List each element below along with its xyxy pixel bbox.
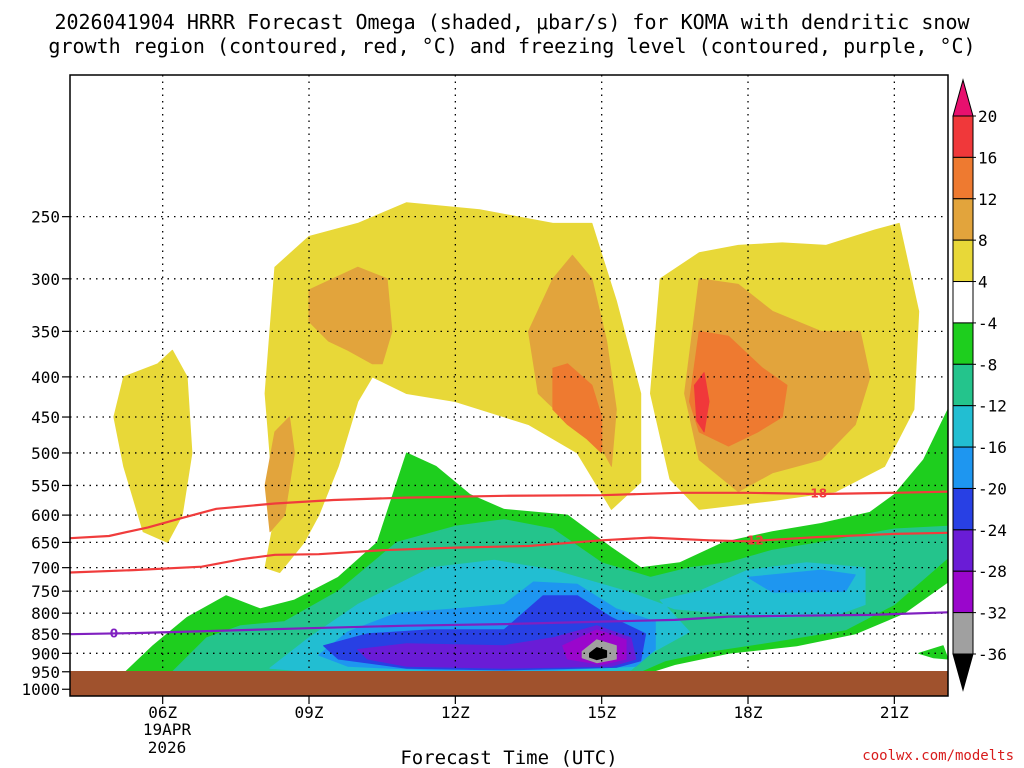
colorbar-label-6: -8 [978, 355, 997, 374]
chart-title-line1: 2026041904 HRRR Forecast Omega (shaded, … [54, 10, 970, 34]
omega-region-neg36-0 [589, 647, 608, 661]
credit-text: coolwx.com/modelts [862, 748, 1014, 764]
x-axis: 06Z 09Z 12Z 15Z 18Z 21Z [148, 696, 909, 722]
omega-shading [113, 202, 949, 680]
x-date-line2: 2026 [148, 738, 187, 757]
colorbar-label-4: 4 [978, 273, 988, 292]
colorbar-label-5: -4 [978, 314, 997, 333]
colorbar-label-1: 16 [978, 148, 997, 167]
omega-region-neg24-0 [357, 625, 637, 669]
colorbar: 20 16 12 8 4 -4 -8 -12 -16 -20 -24 -28 -32 -36 [952, 78, 1007, 692]
colorbar-box-6 [952, 363, 974, 407]
y-tick-label-400: 400 [31, 368, 60, 387]
colorbar-label-13: -36 [978, 645, 1007, 664]
freezing-level-line [69, 611, 949, 636]
colorbar-label-0: 20 [978, 107, 997, 126]
omega-region-8-1 [308, 266, 393, 365]
colorbar-box-11 [952, 570, 974, 614]
isotherm-minus12-line [69, 531, 949, 574]
temperature-contours: -18 -12 0 [69, 486, 949, 640]
colorbar-box-3 [952, 239, 974, 283]
plot-frame [69, 74, 949, 697]
colorbar-box-4 [952, 281, 974, 324]
y-tick-label-900: 900 [31, 644, 60, 663]
y-tick-label-450: 450 [31, 408, 60, 427]
colorbar-label-3: 8 [978, 231, 988, 250]
colorbar-box-12 [952, 612, 974, 655]
y-tick-label-950: 950 [31, 663, 60, 682]
label-zero: 0 [110, 626, 118, 640]
colorbar-box-9 [952, 487, 974, 531]
x-tick-label-15Z: 15Z [587, 703, 616, 722]
omega-region-16-0 [693, 372, 710, 433]
colorbar-label-9: -20 [978, 479, 1007, 498]
x-axis-title: Forecast Time (UTC) [400, 747, 617, 768]
colorbar-box-7 [952, 405, 974, 448]
colorbar-top-arrow [952, 78, 974, 117]
y-tick-label-350: 350 [31, 322, 60, 341]
label-minus18: -18 [805, 486, 827, 500]
omega-region-neg16-1 [747, 569, 856, 593]
y-tick-label-850: 850 [31, 625, 60, 644]
colorbar-label-10: -24 [978, 521, 1007, 540]
y-axis: 2503003504004505005506006507007508008509… [21, 208, 70, 699]
plot-area: -18 -12 0 [69, 74, 949, 697]
colorbar-label-8: -16 [978, 438, 1007, 457]
x-tick-label-18Z: 18Z [734, 703, 763, 722]
colorbar-box-1 [952, 156, 974, 200]
colorbar-label-7: -12 [978, 397, 1007, 416]
y-tick-label-700: 700 [31, 559, 60, 578]
colorbar-box-0 [952, 115, 974, 158]
colorbar-box-2 [952, 198, 974, 241]
colorbar-box-5 [952, 322, 974, 365]
y-tick-label-600: 600 [31, 506, 60, 525]
y-tick-label-650: 650 [31, 533, 60, 552]
x-tick-label-12Z: 12Z [441, 703, 470, 722]
y-tick-label-500: 500 [31, 444, 60, 463]
y-tick-label-1000: 1000 [21, 680, 60, 699]
y-tick-label-550: 550 [31, 476, 60, 495]
omega-region-4-0 [113, 349, 193, 543]
y-tick-label-250: 250 [31, 208, 60, 227]
x-tick-label-09Z: 09Z [295, 703, 324, 722]
y-tick-label-300: 300 [31, 270, 60, 289]
y-tick-label-800: 800 [31, 604, 60, 623]
colorbar-label-12: -32 [978, 604, 1007, 623]
colorbar-label-11: -28 [978, 562, 1007, 581]
colorbar-box-10 [952, 529, 974, 572]
isotherm-minus18-line [69, 490, 949, 540]
label-minus12: -12 [742, 533, 764, 547]
x-tick-label-06Z: 06Z [148, 703, 177, 722]
colorbar-label-2: 12 [978, 190, 997, 209]
chart-title-line2: growth region (contoured, red, °C) and f… [48, 34, 975, 58]
y-tick-label-750: 750 [31, 582, 60, 601]
x-tick-label-21Z: 21Z [880, 703, 909, 722]
colorbar-bottom-arrow [952, 653, 974, 692]
x-date-line1: 19APR [143, 720, 192, 739]
ground-surface [70, 671, 948, 696]
colorbar-box-8 [952, 446, 974, 489]
